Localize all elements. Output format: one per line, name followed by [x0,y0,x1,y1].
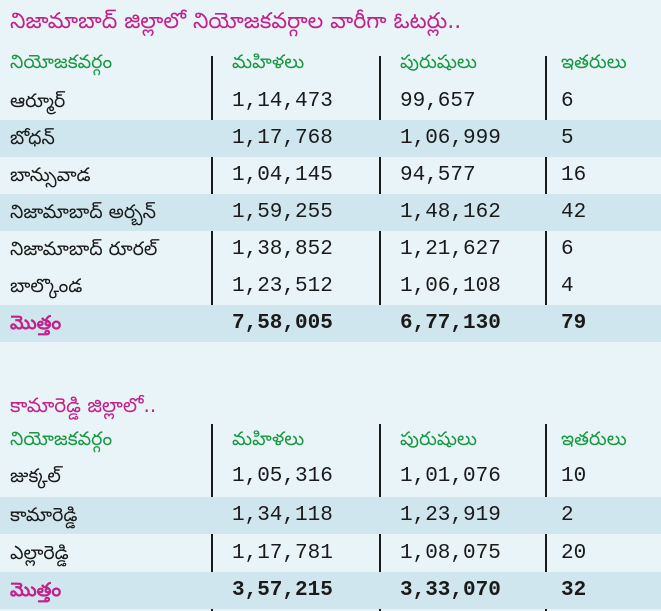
total-row: మొత్తం 7,58,005 6,77,130 79 [0,305,661,342]
constituency-name: నిజామాబాద్ అర్బన్ [10,201,156,223]
men-count: 1,08,075 [400,542,501,565]
total-label: మొత్తం [10,312,62,334]
table-row: ఆర్మూర్ 1,14,473 99,657 6 [0,83,661,120]
header-constituency: నియోజకవర్గం [10,51,113,73]
women-count: 1,17,768 [232,127,333,150]
others-count: 5 [561,127,574,150]
table-row: నిజామాబాద్ అర్బన్ 1,59,255 1,48,162 42 [0,194,661,231]
table-row: నిజామాబాద్ రూరల్ 1,38,852 1,21,627 6 [0,231,661,268]
constituency-name: నిజామాబాద్ రూరల్ [10,238,158,260]
others-count: 42 [561,201,587,224]
others-count: 2 [561,504,574,527]
constituency-name: బోధన్ [10,127,55,149]
constituency-name: ఆర్మూర్ [10,90,66,112]
others-count: 6 [561,238,574,261]
men-count: 1,06,999 [400,127,501,150]
women-count: 1,17,781 [232,542,333,565]
section-title: కామారెడ్డి జిల్లాలో.. [10,393,157,417]
table-row: బోధన్ 1,17,768 1,06,999 5 [0,120,661,157]
constituency-name: కామారెడ్డి [10,504,78,526]
table-header: నియోజకవర్గం మహిళలు పురుషులు ఇతరులు [0,421,661,458]
men-count: 94,577 [400,164,476,187]
header-men: పురుషులు [400,428,477,450]
total-row: మొత్తం 3,57,215 3,33,070 32 [0,572,661,609]
header-women: మహిళలు [232,428,305,450]
table-row: ఎల్లారెడ్డి 1,17,781 1,08,075 20 [0,535,661,572]
women-count: 1,59,255 [232,201,333,224]
table-row: జుక్కల్ 1,05,316 1,01,076 10 [0,458,661,495]
header-others: ఇతరులు [561,51,627,73]
others-count: 10 [561,465,587,488]
men-count: 1,21,627 [400,238,501,261]
total-women: 7,58,005 [232,312,333,335]
constituency-name: బాన్సువాడ [10,164,91,186]
total-men: 6,77,130 [400,312,501,335]
header-constituency: నియోజకవర్గం [10,428,113,450]
others-count: 20 [561,542,587,565]
others-count: 4 [561,275,574,298]
header-others: ఇతరులు [561,428,627,450]
constituency-name: బాల్కొండ [10,275,83,297]
men-count: 1,06,108 [400,275,501,298]
total-label: మొత్తం [10,579,62,601]
constituency-name: జుక్కల్ [10,465,61,487]
women-count: 1,38,852 [232,238,333,261]
header-men: పురుషులు [400,51,477,73]
table-row: బాన్సువాడ 1,04,145 94,577 16 [0,157,661,194]
total-others: 79 [561,312,587,335]
total-others: 32 [561,579,587,602]
total-men: 3,33,070 [400,579,501,602]
table-row: బాల్కొండ 1,23,512 1,06,108 4 [0,268,661,305]
men-count: 1,23,919 [400,504,501,527]
table-header: నియోజకవర్గం మహిళలు పురుషులు ఇతరులు [0,44,661,81]
women-count: 1,04,145 [232,164,333,187]
others-count: 16 [561,164,587,187]
women-count: 1,23,512 [232,275,333,298]
table-row: కామారెడ్డి 1,34,118 1,23,919 2 [0,497,661,534]
constituency-name: ఎల్లారెడ్డి [10,542,69,564]
men-count: 1,01,076 [400,465,501,488]
total-women: 3,57,215 [232,579,333,602]
women-count: 1,34,118 [232,504,333,527]
men-count: 1,48,162 [400,201,501,224]
women-count: 1,14,473 [232,90,333,113]
men-count: 99,657 [400,90,476,113]
page-title: నిజామాబాద్ జిల్లాలో నియోజకవర్గాల వారీగా … [10,9,462,34]
women-count: 1,05,316 [232,465,333,488]
header-women: మహిళలు [232,51,305,73]
others-count: 6 [561,90,574,113]
